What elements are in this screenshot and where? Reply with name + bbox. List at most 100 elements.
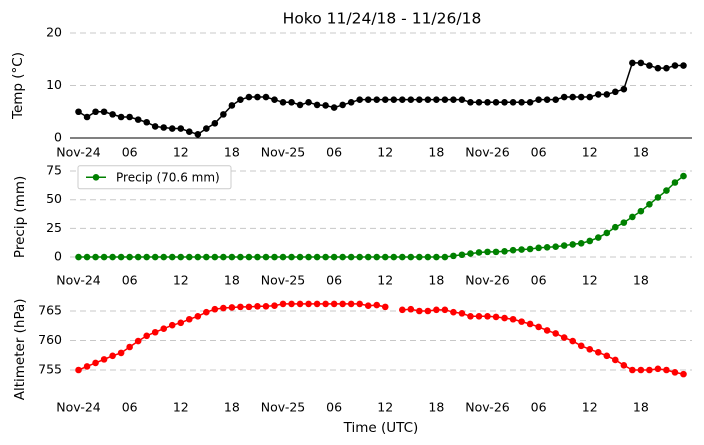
point — [347, 300, 355, 308]
point — [441, 306, 449, 314]
point — [220, 304, 227, 312]
x-tick-label: Nov-25 — [261, 273, 305, 288]
point — [646, 200, 653, 208]
point — [680, 172, 687, 180]
point — [296, 300, 304, 308]
point — [535, 96, 542, 103]
point — [134, 116, 142, 123]
point — [126, 253, 133, 261]
point — [194, 131, 202, 138]
point — [603, 91, 611, 98]
point — [313, 253, 321, 261]
point — [467, 250, 474, 257]
point — [637, 207, 645, 215]
x-tick-label: 06 — [326, 273, 342, 288]
point — [279, 300, 287, 308]
x-tick-label: Nov-25 — [261, 400, 305, 415]
point — [569, 93, 577, 101]
point — [552, 330, 559, 337]
point — [364, 96, 372, 103]
point — [151, 123, 159, 130]
point — [92, 253, 99, 261]
point — [381, 253, 389, 261]
point — [458, 251, 466, 259]
point — [160, 124, 168, 131]
point — [603, 352, 611, 360]
point — [646, 366, 653, 374]
point — [552, 96, 559, 103]
point — [654, 365, 662, 373]
point — [501, 99, 508, 106]
point — [75, 253, 82, 261]
point — [160, 253, 168, 261]
x-tick-label: 12 — [377, 145, 393, 160]
point — [296, 253, 304, 261]
point — [586, 237, 594, 245]
point — [441, 253, 449, 261]
point — [450, 252, 457, 260]
y-tick-label: 0 — [54, 249, 62, 264]
x-tick-label: 12 — [582, 400, 598, 415]
x-tick-label: 06 — [122, 273, 138, 288]
point — [228, 102, 236, 109]
line — [78, 62, 684, 136]
point — [168, 321, 176, 329]
x-tick-label: Nov-24 — [56, 400, 101, 415]
point — [526, 245, 534, 253]
point — [322, 102, 329, 109]
point — [356, 96, 363, 103]
point — [390, 253, 398, 261]
point — [381, 96, 389, 103]
point — [458, 96, 466, 103]
point — [92, 108, 99, 116]
point — [424, 96, 432, 103]
point — [126, 113, 133, 121]
point — [305, 300, 312, 308]
point — [620, 219, 628, 226]
point — [220, 253, 227, 261]
point — [245, 93, 253, 101]
y-tick-label: 20 — [46, 25, 62, 40]
point — [75, 108, 82, 116]
point — [484, 313, 491, 320]
point — [577, 342, 585, 350]
y-tick-label: 25 — [46, 220, 62, 235]
point — [151, 328, 159, 336]
x-axis-label: Time (UTC) — [343, 420, 419, 436]
point — [416, 307, 423, 315]
point — [237, 253, 244, 261]
point — [484, 99, 491, 106]
x-tick-label: 06 — [326, 145, 342, 160]
y-tick-label: 75 — [46, 163, 62, 178]
point — [364, 302, 372, 309]
point — [663, 64, 670, 72]
point — [552, 243, 559, 251]
point — [356, 253, 363, 261]
point — [83, 113, 91, 121]
x-tick-label: Nov-26 — [465, 145, 510, 160]
point — [100, 108, 108, 116]
point — [109, 111, 116, 118]
point — [509, 99, 517, 106]
x-tick-label: 12 — [173, 273, 189, 288]
point — [543, 243, 551, 251]
x-tick-label: 06 — [326, 400, 342, 415]
point — [296, 101, 304, 109]
y-tick-label: 755 — [38, 362, 62, 377]
point — [83, 253, 91, 261]
point — [347, 99, 355, 106]
point — [262, 253, 270, 261]
point — [245, 253, 253, 261]
point — [160, 325, 168, 333]
line — [78, 303, 684, 375]
point — [399, 96, 406, 103]
y-tick-label: 10 — [46, 77, 62, 92]
point — [467, 313, 474, 320]
x-tick-label: 12 — [377, 400, 393, 415]
legend-label: Precip (70.6 mm) — [116, 170, 220, 184]
point — [560, 242, 568, 249]
point — [356, 300, 363, 308]
point — [543, 96, 551, 103]
point — [424, 307, 432, 315]
point — [373, 96, 381, 103]
